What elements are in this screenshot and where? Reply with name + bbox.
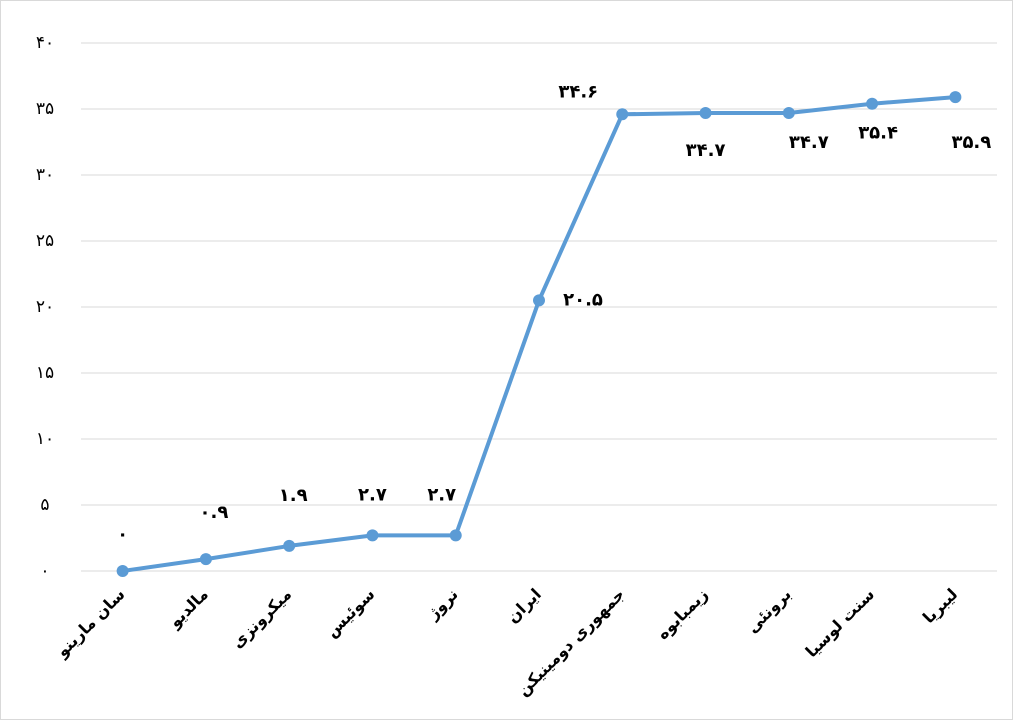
y-tick-label: ۰ xyxy=(40,561,49,581)
y-tick-label: ۲۵ xyxy=(36,231,54,251)
data-label: ۳۴.۷ xyxy=(789,132,829,153)
data-label: ۳۵.۹ xyxy=(951,132,991,153)
marker xyxy=(199,553,212,566)
data-label: ۳۴.۷ xyxy=(686,140,726,161)
y-tick-label: ۱۵ xyxy=(36,363,54,383)
y-tick-label: ۲۰ xyxy=(36,297,54,317)
data-label: ۲.۷ xyxy=(427,484,456,505)
marker xyxy=(699,106,712,119)
data-label: ۳۵.۴ xyxy=(858,123,898,144)
marker xyxy=(866,97,879,110)
marker xyxy=(616,108,629,121)
marker xyxy=(533,294,545,307)
marker xyxy=(782,106,795,119)
y-tick-label: ۳۰ xyxy=(36,165,54,185)
data-label: ۰.۹ xyxy=(200,502,229,523)
marker xyxy=(283,539,296,552)
marker xyxy=(949,91,962,104)
data-label: ۳۴.۶ xyxy=(558,81,598,102)
data-label: ۲.۷ xyxy=(358,484,387,505)
data-label: ۱.۹ xyxy=(279,485,308,506)
y-tick-label: ۳۵ xyxy=(36,99,54,119)
data-label: ۰ xyxy=(117,524,128,545)
y-tick-label: ۴۰ xyxy=(36,33,54,53)
data-label: ۲۰.۵ xyxy=(563,289,603,310)
y-tick-label: ۱۰ xyxy=(36,429,54,449)
marker xyxy=(116,565,129,577)
y-tick-label: ۵ xyxy=(40,495,49,515)
marker xyxy=(366,529,379,542)
marker xyxy=(449,529,462,542)
